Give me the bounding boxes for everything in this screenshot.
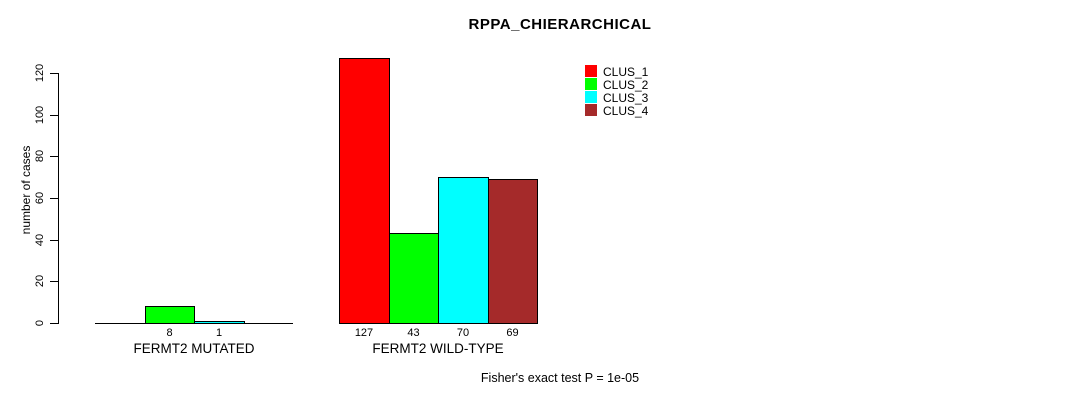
y-tick-label: 60 [34,191,46,205]
bar-value-label: 8 [166,327,173,339]
legend-label-clus_2: CLUS_2 [603,78,649,92]
footnote-fisher-test: Fisher's exact test P = 1e-05 [480,371,640,385]
y-axis-tick [50,156,58,157]
y-tick-label: 80 [34,149,46,163]
bar-value-label: 70 [456,327,470,339]
legend-label-clus_4: CLUS_4 [603,104,649,118]
bar-clus_2-group2 [389,233,439,324]
group-label: FERMT2 WILD-TYPE [372,341,504,356]
y-axis-tick [50,115,58,116]
legend-swatch-clus_4 [585,104,597,116]
bar-clus_1-group2 [339,58,390,324]
y-axis-line [58,73,59,324]
legend-label-clus_3: CLUS_3 [603,91,649,105]
bar-clus_3-group1 [194,321,245,324]
chart-title: RPPA_CHIERARCHICAL [468,16,652,33]
y-axis-tick [50,323,58,324]
y-axis-tick [50,198,58,199]
legend-swatch-clus_2 [585,78,597,90]
y-axis-tick [50,281,58,282]
bar-value-label: 69 [506,327,519,339]
y-tick-label: 100 [34,105,46,125]
y-axis-tick [50,240,58,241]
legend-label-clus_1: CLUS_1 [603,65,649,79]
y-tick-label: 20 [34,274,46,288]
bar-value-label: 43 [407,327,420,339]
legend-swatch-clus_1 [585,65,597,77]
y-tick-label: 0 [34,319,46,327]
group-label: FERMT2 MUTATED [133,341,255,356]
legend-swatch-clus_3 [585,91,597,103]
bar-clus_4-group2 [488,179,538,324]
y-tick-label: 40 [34,233,46,247]
bar-clus_2-group1 [145,306,195,324]
y-axis-tick [50,73,58,74]
bar-clus_3-group2 [438,177,489,324]
bar-value-label: 127 [354,327,374,339]
y-tick-label: 120 [34,63,46,83]
bar-value-label: 1 [215,327,223,339]
